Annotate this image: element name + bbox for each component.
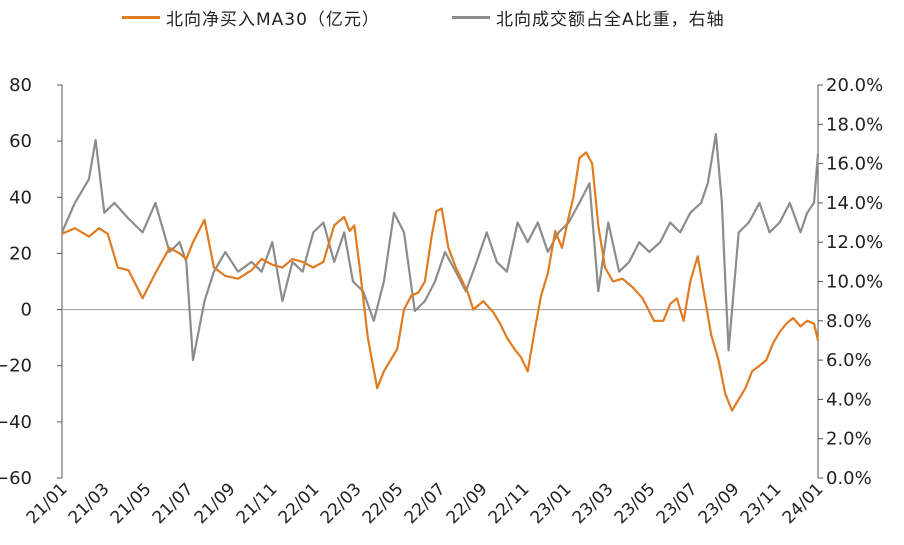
series-line-net-buy: [61, 151, 820, 412]
x-tick-label: 22/07: [401, 479, 450, 528]
right-tick-label: 16.0%: [826, 154, 883, 175]
chart-axes: 80 60 40 20 0 −20 −40 −60 20.0% 18.0% 16.0% 14.0% 12…: [0, 75, 883, 528]
right-tick-label: 14.0%: [826, 193, 883, 214]
x-tick-label: 22/09: [443, 479, 492, 528]
x-tick-label: 23/07: [653, 479, 702, 528]
right-tick-label: 10.0%: [826, 272, 883, 293]
x-tick-label: 21/05: [107, 479, 156, 528]
legend-item-series2: 北向成交额占全A比重，右轴: [452, 4, 725, 30]
x-tick-label: 23/11: [737, 479, 786, 528]
x-tick-label: 23/09: [695, 479, 744, 528]
series-line-turnover-share: [60, 133, 820, 362]
left-tick-label: 0: [21, 300, 32, 321]
x-tick-label: 21/11: [233, 479, 282, 528]
legend-label-series2: 北向成交额占全A比重，右轴: [496, 9, 725, 30]
right-tick-label: 12.0%: [826, 232, 883, 253]
x-tick-label: 22/11: [485, 479, 534, 528]
x-tick-label: 22/01: [275, 479, 324, 528]
right-tick-label: 8.0%: [826, 311, 872, 332]
x-tick-label: 22/05: [359, 479, 408, 528]
left-tick-label: 40: [9, 187, 32, 208]
right-tick-label: 6.0%: [826, 350, 872, 371]
legend-swatch-orange: [122, 15, 160, 19]
x-tick-label: 23/03: [569, 479, 618, 528]
legend-swatch-gray: [452, 15, 490, 19]
right-tick-label: 4.0%: [826, 389, 872, 410]
left-tick-label: 80: [9, 75, 32, 96]
right-tick-label: 0.0%: [826, 468, 872, 489]
x-tick-label: 21/03: [65, 479, 114, 528]
legend-item-series1: 北向净买入MA30（亿元）: [122, 4, 380, 30]
left-tick-label: −20: [0, 356, 32, 377]
x-tick-label: 23/05: [611, 479, 660, 528]
x-tick-label: 21/07: [149, 479, 198, 528]
left-tick-label: 60: [9, 131, 32, 152]
x-tick-label: 21/09: [191, 479, 240, 528]
x-tick-label: 22/03: [317, 479, 366, 528]
right-tick-label: 18.0%: [826, 114, 883, 135]
left-tick-label: −40: [0, 412, 32, 433]
left-tick-label: −60: [0, 468, 32, 489]
chart-series: [60, 133, 820, 412]
x-tick-label: 23/01: [527, 479, 576, 528]
right-tick-label: 2.0%: [826, 429, 872, 450]
legend-label-series1: 北向净买入MA30（亿元）: [166, 9, 380, 30]
legend: 北向净买入MA30（亿元） 北向成交额占全A比重，右轴: [0, 4, 904, 30]
left-tick-label: 20: [9, 243, 32, 264]
x-tick-label: 24/01: [779, 479, 828, 528]
right-tick-label: 20.0%: [826, 75, 883, 96]
